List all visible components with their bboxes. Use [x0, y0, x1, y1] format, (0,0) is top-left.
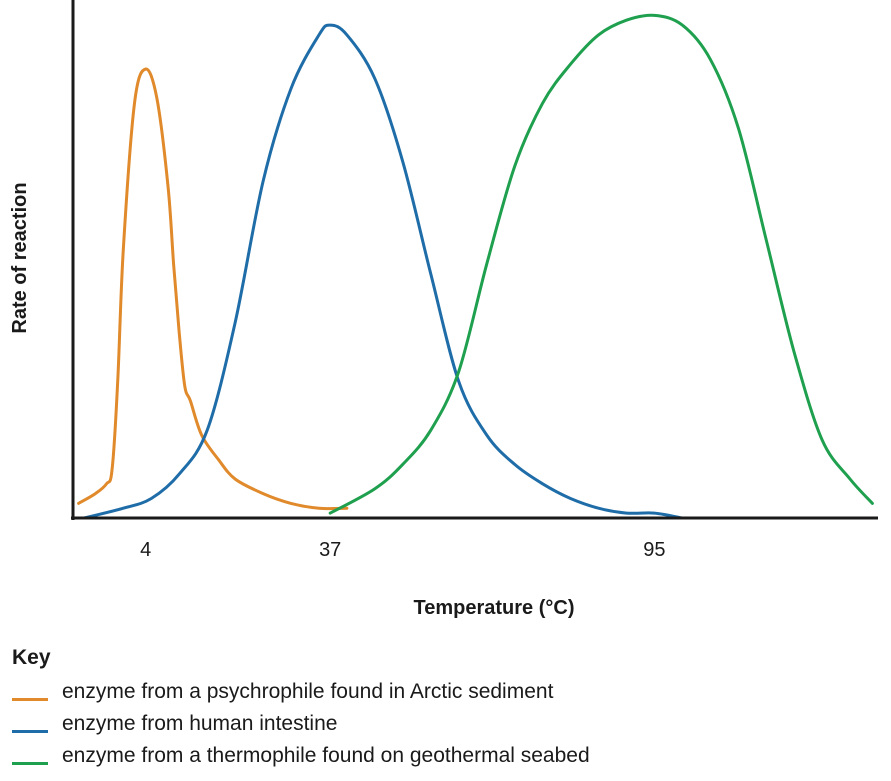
legend-item-human-intestine: enzyme from human intestine — [12, 708, 590, 740]
legend-label-human-intestine: enzyme from human intestine — [62, 712, 338, 735]
series-line-human-intestine — [82, 23, 684, 520]
plot-lines — [77, 13, 874, 520]
legend: Key enzyme from a psychrophile found in … — [12, 646, 590, 772]
x-axis-title: Temperature (°C) — [414, 597, 575, 619]
series-line-psychrophile — [77, 67, 349, 511]
legend-label-thermophile: enzyme from a thermophile found on geoth… — [62, 744, 590, 767]
legend-title: Key — [12, 646, 51, 669]
x-tick-labels: 4 37 95 — [140, 539, 665, 561]
x-tick-label: 4 — [140, 539, 151, 561]
legend-swatch-thermophile — [12, 761, 48, 765]
series-line-thermophile — [328, 13, 874, 515]
legend-item-thermophile: enzyme from a thermophile found on geoth… — [12, 740, 590, 772]
legend-swatch-psychrophile — [12, 697, 48, 701]
y-axis-title: Rate of reaction — [9, 182, 31, 333]
line-chart: 4 37 95 Temperature (°C) Rate of reaction — [9, 0, 878, 619]
legend-label-psychrophile: enzyme from a psychrophile found in Arct… — [62, 680, 554, 703]
x-tick-label: 95 — [643, 539, 665, 561]
legend-item-psychrophile: enzyme from a psychrophile found in Arct… — [12, 676, 590, 708]
x-tick-label: 37 — [319, 539, 341, 561]
legend-swatch-human-intestine — [12, 729, 48, 733]
